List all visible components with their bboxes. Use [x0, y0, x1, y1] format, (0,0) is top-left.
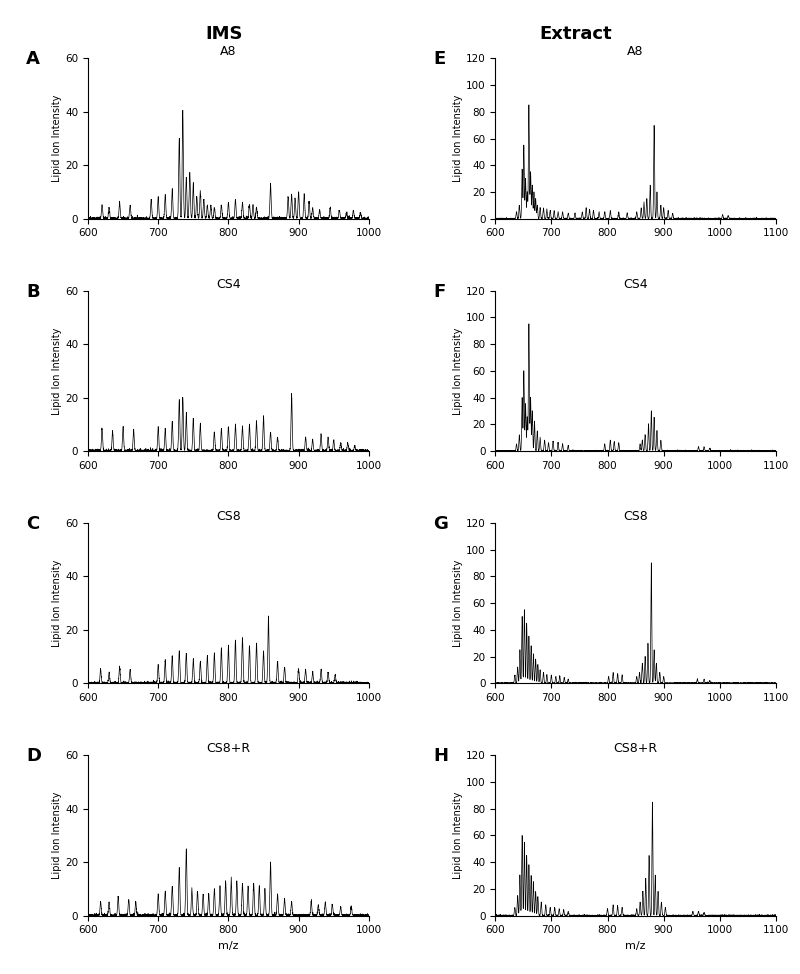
Title: CS8+R: CS8+R [614, 742, 658, 756]
Title: A8: A8 [220, 46, 237, 58]
Y-axis label: Lipid Ion Intensity: Lipid Ion Intensity [453, 94, 463, 182]
Text: A: A [26, 51, 40, 68]
Title: CS8: CS8 [623, 510, 648, 523]
Y-axis label: Lipid Ion Intensity: Lipid Ion Intensity [52, 94, 62, 182]
Text: IMS: IMS [206, 25, 242, 43]
Y-axis label: Lipid Ion Intensity: Lipid Ion Intensity [453, 559, 463, 647]
Y-axis label: Lipid Ion Intensity: Lipid Ion Intensity [453, 792, 463, 880]
Title: CS8: CS8 [216, 510, 241, 523]
Text: E: E [434, 51, 446, 68]
Y-axis label: Lipid Ion Intensity: Lipid Ion Intensity [52, 792, 62, 880]
Title: CS8+R: CS8+R [206, 742, 250, 756]
X-axis label: m/z: m/z [626, 941, 646, 951]
Text: H: H [434, 747, 449, 766]
Text: D: D [26, 747, 42, 766]
Y-axis label: Lipid Ion Intensity: Lipid Ion Intensity [52, 327, 62, 415]
Text: B: B [26, 282, 40, 301]
Text: G: G [434, 515, 448, 533]
Title: CS4: CS4 [216, 278, 241, 291]
Y-axis label: Lipid Ion Intensity: Lipid Ion Intensity [453, 327, 463, 415]
Title: A8: A8 [627, 46, 644, 58]
Text: Extract: Extract [540, 25, 612, 43]
Y-axis label: Lipid Ion Intensity: Lipid Ion Intensity [52, 559, 62, 647]
Title: CS4: CS4 [623, 278, 648, 291]
X-axis label: m/z: m/z [218, 941, 238, 951]
Text: C: C [26, 515, 39, 533]
Text: F: F [434, 282, 446, 301]
